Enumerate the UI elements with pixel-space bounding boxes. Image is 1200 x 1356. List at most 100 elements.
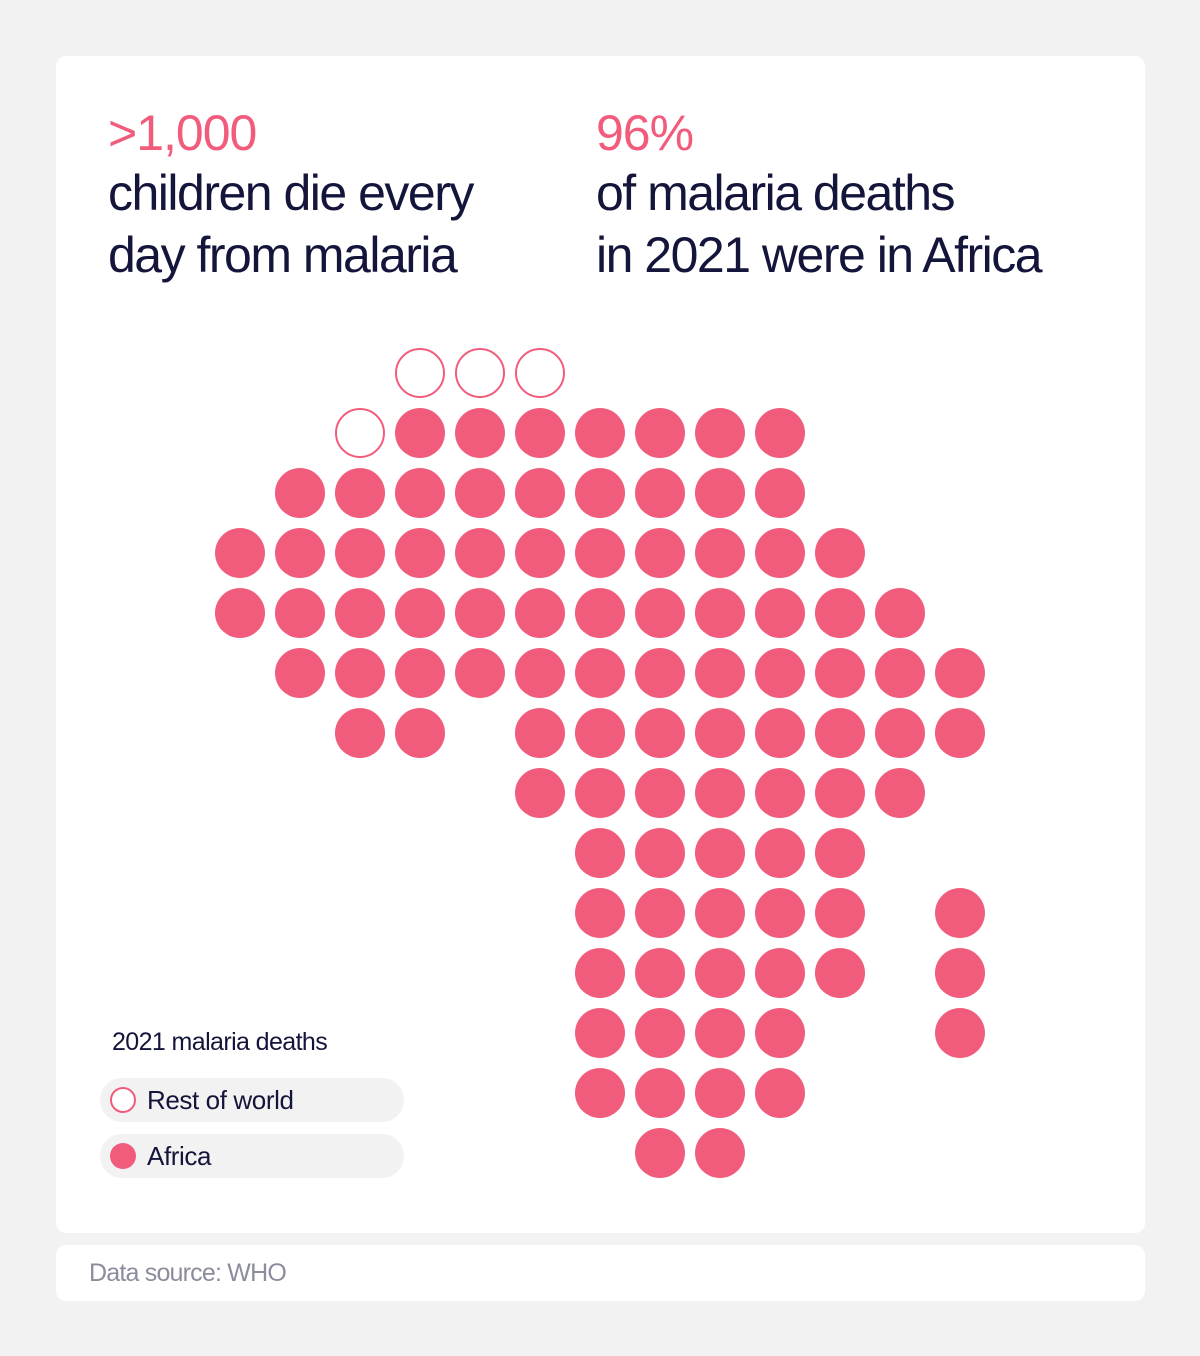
dot-africa [755,888,805,938]
dot-africa [755,1008,805,1058]
dot-africa [575,1068,625,1118]
dot-africa [275,648,325,698]
source-bar: Data source: WHO [56,1245,1145,1301]
dot-rest-of-world [515,348,565,398]
dot-africa [515,648,565,698]
stat-line: in 2021 were in Africa [596,227,1043,283]
dot-africa [575,648,625,698]
dot-africa [455,528,505,578]
dot-africa [755,408,805,458]
legend-item-rest-of-world: Rest of world [100,1078,404,1122]
dot-africa [575,468,625,518]
dot-africa [635,768,685,818]
stat-africa-share: 96% of malaria deaths in 2021 were in Af… [596,108,1043,286]
dot-africa [215,588,265,638]
dot-rest-of-world [455,348,505,398]
dot-africa [515,588,565,638]
dot-africa [635,828,685,878]
dot-africa [575,828,625,878]
dot-africa [335,528,385,578]
legend-label: Africa [147,1141,212,1171]
dot-africa [635,888,685,938]
dot-africa [935,1008,985,1058]
dot-africa [755,828,805,878]
dot-africa [575,588,625,638]
dot-africa [755,588,805,638]
dot-africa [515,528,565,578]
dot-africa [635,1008,685,1058]
dot-africa [515,468,565,518]
dot-africa [695,528,745,578]
dot-africa [635,1128,685,1178]
dot-africa [455,408,505,458]
data-source: Data source: WHO [89,1259,287,1287]
stat-line: of malaria deaths [596,165,956,221]
dot-africa [215,528,265,578]
dot-africa [815,528,865,578]
dot-rest-of-world [335,408,385,458]
dot-africa [695,948,745,998]
dot-africa [755,648,805,698]
dot-africa [755,528,805,578]
dot-africa [635,528,685,578]
dot-africa [515,708,565,758]
dot-africa [755,468,805,518]
dot-africa [935,888,985,938]
dot-africa [335,708,385,758]
dot-africa [755,1068,805,1118]
dot-africa [275,528,325,578]
dot-africa [635,648,685,698]
dot-africa [635,468,685,518]
dot-africa [275,468,325,518]
dot-africa [875,648,925,698]
dot-africa [695,828,745,878]
dot-africa [455,648,505,698]
dot-africa [695,1068,745,1118]
dot-africa [815,588,865,638]
legend-item-africa: Africa [100,1134,404,1178]
dot-africa [335,468,385,518]
dot-africa [575,768,625,818]
dot-africa [875,768,925,818]
dot-africa [635,408,685,458]
dot-africa [695,408,745,458]
stat-description: children die every day from malaria [108,162,474,286]
dot-africa [455,468,505,518]
dot-africa [755,768,805,818]
dot-africa [635,588,685,638]
dot-africa [695,888,745,938]
dot-africa [395,708,445,758]
dot-africa [575,1008,625,1058]
filled-circle-icon [110,1143,136,1169]
dot-africa [395,588,445,638]
dot-africa [455,588,505,638]
dot-africa [335,588,385,638]
dot-africa [395,528,445,578]
dot-africa [275,588,325,638]
dot-africa [875,708,925,758]
dot-africa [815,768,865,818]
dot-africa [635,948,685,998]
dot-africa [635,1068,685,1118]
dot-africa [515,408,565,458]
legend-title: 2021 malaria deaths [112,1028,328,1056]
dot-africa [575,888,625,938]
stat-description: of malaria deaths in 2021 were in Africa [596,162,1043,286]
dot-africa [695,1008,745,1058]
dot-africa [335,648,385,698]
dot-africa [575,528,625,578]
dot-africa [815,708,865,758]
outline-circle-icon [110,1087,136,1113]
dot-africa [695,588,745,638]
dot-africa [575,708,625,758]
stat-line: day from malaria [108,227,458,283]
dot-africa [755,948,805,998]
dot-africa [695,648,745,698]
stat-value: >1,000 [108,105,257,161]
dot-africa [875,588,925,638]
dot-africa [935,948,985,998]
legend-label: Rest of world [147,1085,294,1115]
dot-africa [815,648,865,698]
dot-africa [395,468,445,518]
